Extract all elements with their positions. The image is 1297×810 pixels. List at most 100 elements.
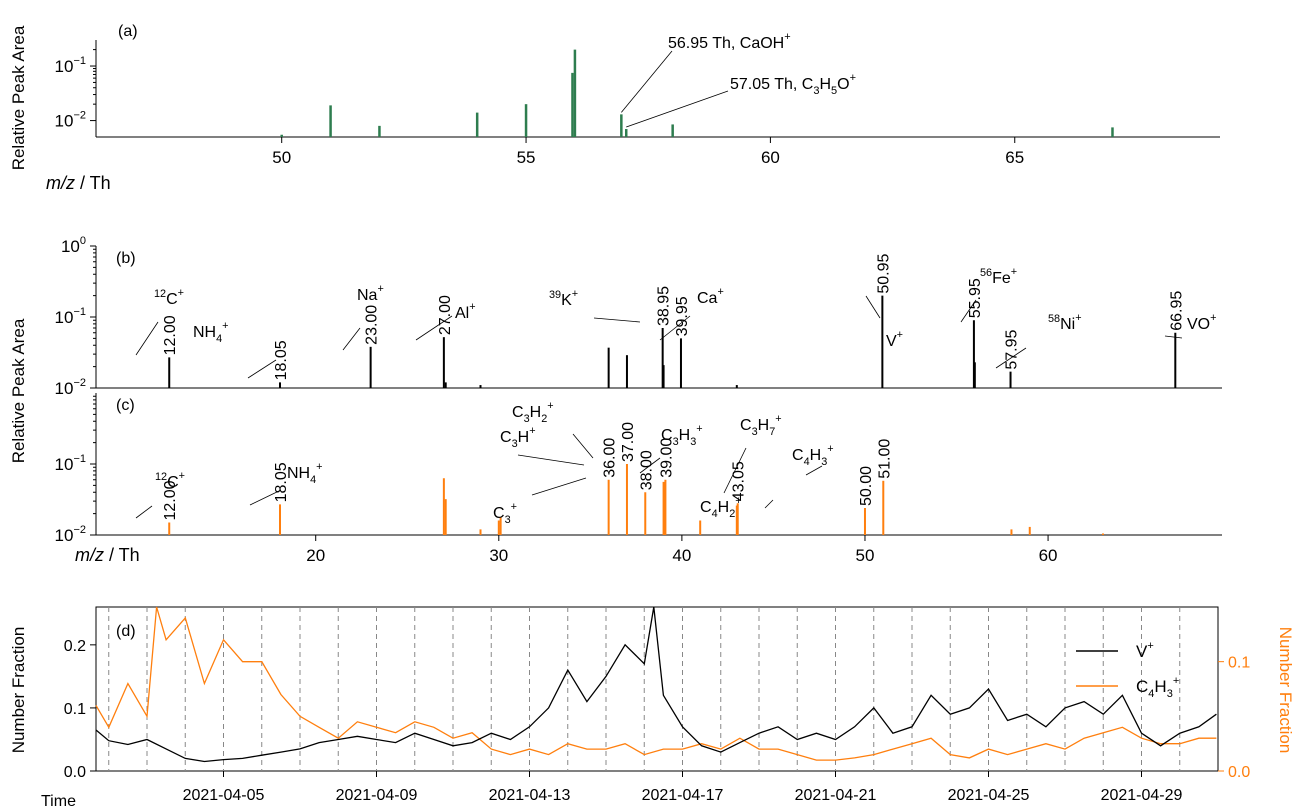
panel-b-ion-leader <box>995 347 1027 369</box>
panel-c-peak-label: 18.05 <box>273 462 290 502</box>
text-span: 10 <box>61 237 80 256</box>
panel-d-right-tick-label: 0.0 <box>1228 764 1250 781</box>
panel-d-frame <box>95 606 1219 772</box>
panel-b-ion-label: 39K+ <box>549 288 578 309</box>
panel-c-x-axis-title: m/z / Th <box>75 545 140 565</box>
panel-b-label: (b) <box>116 250 136 267</box>
text-span: m/z <box>46 173 75 193</box>
panel-d-series-line-c4h3 <box>95 606 1217 761</box>
text-span: + <box>511 501 517 513</box>
text-span: + <box>1147 640 1153 652</box>
text-span: 10 <box>55 526 74 545</box>
text-span: + <box>529 425 535 437</box>
text-span: 7 <box>769 426 775 438</box>
text-span: + <box>178 287 184 299</box>
text-span: 2 <box>729 508 735 520</box>
text-span: + <box>377 283 383 295</box>
panel-b-ion-leader <box>1164 335 1183 339</box>
panel-a-x-tick-label: 60 <box>761 148 780 167</box>
text-span: 10 <box>55 308 74 327</box>
text-span: + <box>850 72 856 84</box>
text-span: Na <box>357 287 378 304</box>
panel-c-ion-leader <box>249 489 282 506</box>
panel-b-peak-label: 50.95 <box>875 253 892 293</box>
text-span: Ca <box>697 290 718 307</box>
panel-c-peak-label: 39.00 <box>658 438 675 478</box>
panel-a-x-tick-label: 55 <box>517 148 536 167</box>
text-span: 4 <box>216 333 222 345</box>
text-span: 4 <box>804 456 810 468</box>
text-span: Ni <box>1060 316 1075 333</box>
text-span: + <box>1210 312 1216 324</box>
text-span: −2 <box>73 377 86 389</box>
panel-d-x-tick-label: 2021-04-17 <box>642 787 724 804</box>
panel-c-ion-label: 12C+ <box>155 470 185 491</box>
panel-c-peak-label: 37.00 <box>620 422 637 462</box>
text-span: K <box>561 292 572 309</box>
text-span: 58 <box>1048 313 1060 325</box>
panel-c-ion-leader <box>135 505 153 519</box>
panel-c-peak-label: 38.00 <box>638 450 655 490</box>
text-span: 0 <box>80 235 86 247</box>
panel-b-ion-leader <box>865 295 881 319</box>
panel-d-series-line-v <box>95 606 1217 763</box>
panel-a-annotation-caoh: 56.95 Th, CaOH+ <box>668 31 791 52</box>
panel-a-label: (a) <box>118 23 138 40</box>
text-span: C <box>661 427 673 444</box>
text-span: + <box>775 413 781 425</box>
text-span: H <box>718 499 730 516</box>
text-span: + <box>717 286 723 298</box>
panel-b-peak-label: 66.95 <box>1168 291 1185 331</box>
text-span: 39 <box>549 289 561 301</box>
panel-d-left-axis-title: Number Fraction <box>9 627 28 754</box>
panel-c-y-tick-label: 10−2 <box>55 524 86 545</box>
panel-b-ion-label: 12C+ <box>154 287 184 308</box>
text-span: m/z <box>75 545 104 565</box>
text-span: 5 <box>831 85 837 97</box>
panel-c-y-tick-label: 10−1 <box>55 453 86 474</box>
panel-d-label: (d) <box>116 623 136 640</box>
panel-d-x-tick-label: 2021-04-21 <box>795 787 877 804</box>
text-span: / Th <box>104 545 140 565</box>
text-span: H <box>679 427 691 444</box>
panel-b-y-tick-label: 10−2 <box>55 377 86 398</box>
panel-c-x-tick-label: 20 <box>306 546 325 565</box>
text-span: 3 <box>524 413 530 425</box>
panel-c-ion-leader <box>764 499 774 509</box>
text-span: + <box>784 31 790 43</box>
text-span: 4 <box>712 508 718 520</box>
text-span: 4 <box>310 474 316 486</box>
text-span: 3 <box>752 426 758 438</box>
panel-b-ion-label: 58Ni+ <box>1048 312 1082 333</box>
panel-c-peak-label: 12.00 <box>162 480 179 520</box>
text-span: C <box>700 499 712 516</box>
panel-d-left-tick-label: 0.0 <box>64 764 86 781</box>
panel-c-ion-leader <box>572 433 594 459</box>
text-span: 12 <box>155 471 167 483</box>
text-span: + <box>547 400 553 412</box>
text-span: −1 <box>73 306 86 318</box>
text-span: 3 <box>690 436 696 448</box>
panel-d-x-tick-label: 2021-04-05 <box>183 787 265 804</box>
text-span: H <box>1154 677 1166 696</box>
panel-b-y-tick-label: 10−1 <box>55 306 86 327</box>
text-span: + <box>827 443 833 455</box>
panel-bc-y-axis-title: Relative Peak Area <box>9 318 28 463</box>
panel-c-ion-label: C3+ <box>493 501 517 526</box>
panel-b-ion-label: NH4+ <box>193 320 229 345</box>
text-span: + <box>222 320 228 332</box>
panel-c-ion-leader <box>531 477 587 496</box>
text-span: + <box>469 301 475 313</box>
text-span: H <box>530 404 542 421</box>
text-span: −1 <box>73 55 86 67</box>
panel-b-peak-label: 39.95 <box>674 296 691 336</box>
panel-d-right-tick-label: 0.1 <box>1228 655 1250 672</box>
panel-d-x-tick-label: 2021-04-09 <box>336 787 418 804</box>
text-span: 10 <box>55 379 74 398</box>
panel-d-x-axis-title: Time <box>41 793 76 810</box>
text-span: 12 <box>154 288 166 300</box>
panel-b-ion-label: Ca+ <box>697 286 724 307</box>
panel-c-x-tick-label: 50 <box>856 546 875 565</box>
panel-c-ion-leader <box>723 447 747 494</box>
panel-b-ion-label: Al+ <box>455 301 476 322</box>
